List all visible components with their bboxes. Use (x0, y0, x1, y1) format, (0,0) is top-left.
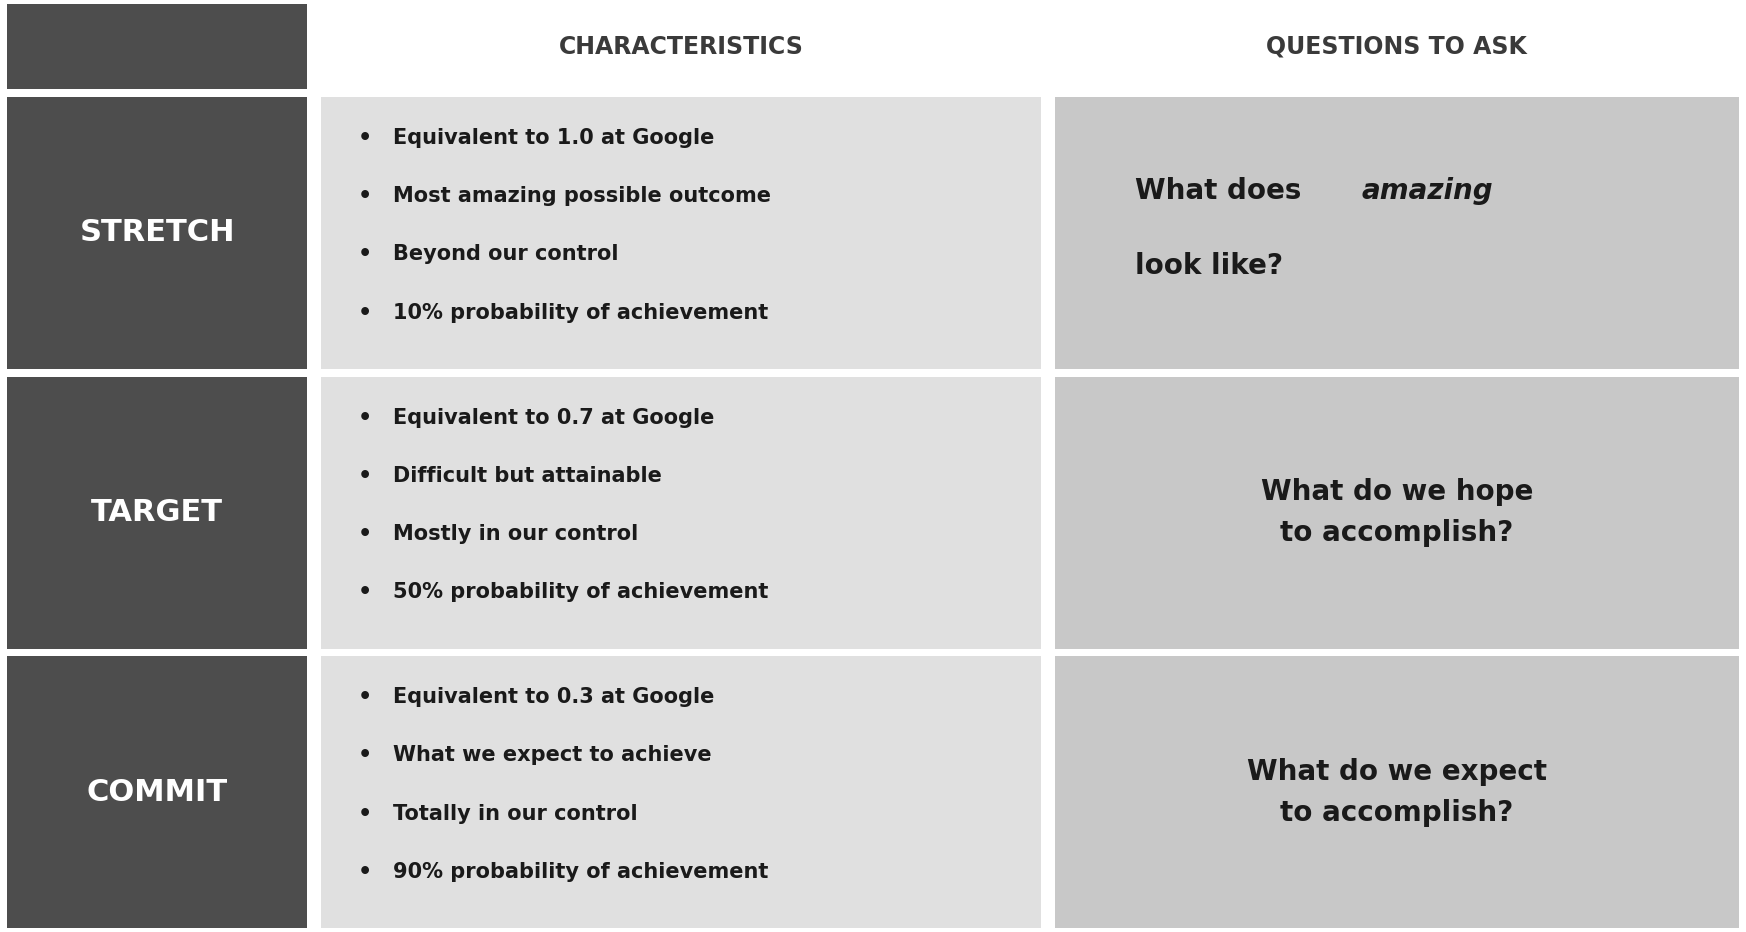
Text: •: • (358, 687, 372, 707)
Text: STRETCH: STRETCH (79, 218, 236, 248)
Text: •: • (358, 582, 372, 602)
Bar (7, 4, 307, 89)
Text: •: • (358, 466, 372, 486)
Text: amazing: amazing (1362, 177, 1493, 205)
Text: •: • (358, 746, 372, 765)
Text: What does: What does (1135, 177, 1311, 205)
Text: •: • (358, 803, 372, 824)
Bar (1055, 4, 1739, 89)
Bar (1055, 97, 1739, 369)
Text: TARGET: TARGET (91, 498, 223, 528)
Text: Difficult but attainable: Difficult but attainable (393, 466, 662, 486)
Text: look like?: look like? (1135, 252, 1283, 280)
Text: •: • (358, 303, 372, 322)
Bar (321, 97, 1041, 369)
Text: Beyond our control: Beyond our control (393, 244, 618, 265)
Text: Equivalent to 0.3 at Google: Equivalent to 0.3 at Google (393, 687, 714, 707)
Bar (1055, 656, 1739, 928)
Bar (321, 4, 1041, 89)
Text: Mostly in our control: Mostly in our control (393, 524, 637, 544)
Text: •: • (358, 524, 372, 544)
Text: •: • (358, 862, 372, 882)
Text: Equivalent to 1.0 at Google: Equivalent to 1.0 at Google (393, 128, 714, 148)
Text: 50% probability of achievement: 50% probability of achievement (393, 582, 768, 602)
Text: •: • (358, 407, 372, 428)
Bar (321, 377, 1041, 649)
Text: Totally in our control: Totally in our control (393, 803, 637, 824)
Text: •: • (358, 128, 372, 148)
Bar (7, 377, 307, 649)
Bar (1055, 377, 1739, 649)
Text: What do we hope
to accomplish?: What do we hope to accomplish? (1261, 478, 1533, 547)
Bar (7, 97, 307, 369)
Text: •: • (358, 244, 372, 265)
Text: •: • (358, 186, 372, 206)
Text: What we expect to achieve: What we expect to achieve (393, 746, 711, 765)
Text: Equivalent to 0.7 at Google: Equivalent to 0.7 at Google (393, 407, 714, 428)
Text: QUESTIONS TO ASK: QUESTIONS TO ASK (1266, 34, 1528, 59)
Text: 90% probability of achievement: 90% probability of achievement (393, 862, 768, 882)
Text: What do we expect
to accomplish?: What do we expect to accomplish? (1247, 758, 1547, 827)
Bar (321, 656, 1041, 928)
Text: CHARACTERISTICS: CHARACTERISTICS (559, 34, 803, 59)
Bar (7, 656, 307, 928)
Text: COMMIT: COMMIT (87, 777, 227, 807)
Text: 10% probability of achievement: 10% probability of achievement (393, 303, 768, 322)
Text: Most amazing possible outcome: Most amazing possible outcome (393, 186, 770, 206)
